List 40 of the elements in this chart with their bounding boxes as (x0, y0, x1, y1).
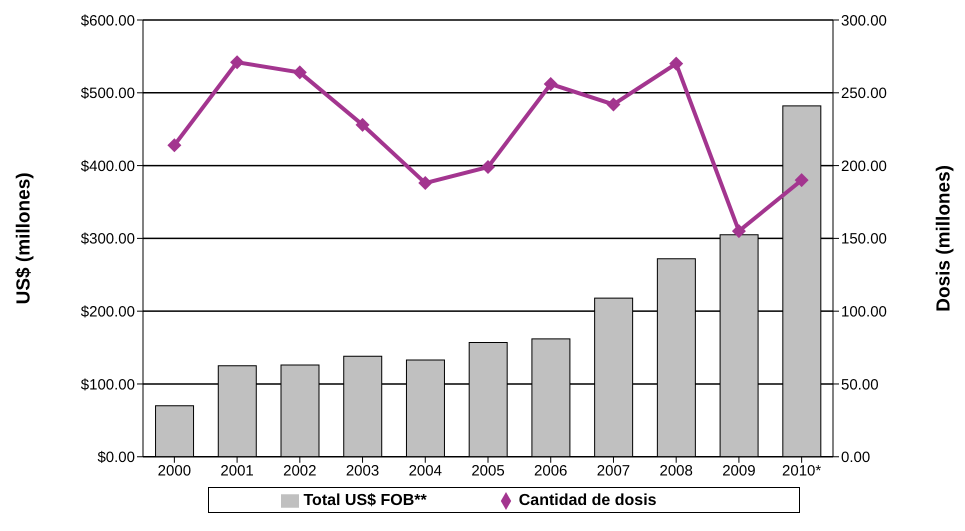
y-axis-title: US$ (millones) (14, 172, 35, 304)
y2-axis-title: Dosis (millones) (934, 165, 955, 312)
y-tick-label: $300.00 (80, 230, 135, 248)
x-tick-label: 2003 (346, 462, 380, 480)
y-tick-label: $400.00 (80, 158, 135, 175)
x-tick-label: 2004 (408, 462, 442, 480)
y2-tick-label: 100.00 (841, 304, 887, 320)
y2-tick-label: 200.00 (841, 158, 887, 175)
legend-label: Cantidad de dosis (518, 492, 657, 509)
y-tick-label: $600.00 (80, 12, 135, 30)
legend-label: Total US$ FOB** (303, 492, 427, 509)
y2-tick-label: 50.00 (841, 376, 879, 394)
point (356, 118, 370, 132)
x-tick-label: 2006 (534, 462, 568, 480)
point (669, 56, 684, 71)
x-tick-label: 2007 (596, 462, 630, 480)
point (292, 65, 307, 80)
point (167, 138, 182, 152)
point (544, 77, 558, 92)
y-tick-label: $0.00 (97, 449, 135, 466)
y-tick-label: $100.00 (80, 376, 135, 394)
y2-tick-label: 300.00 (841, 12, 887, 30)
x-tick-label: 2005 (471, 462, 505, 480)
point (732, 224, 746, 238)
point (794, 173, 809, 188)
y-tick-label: $200.00 (80, 304, 135, 320)
y2-tick-label: 0.00 (841, 449, 870, 466)
point (230, 55, 244, 70)
x-tick-label: 2009 (722, 462, 756, 480)
point (418, 176, 432, 190)
y2-tick-label: 150.00 (841, 230, 887, 248)
point (606, 97, 620, 112)
y2-tick-label: 250.00 (841, 85, 887, 102)
point (481, 160, 495, 174)
x-tick-label: 2001 (220, 462, 254, 480)
x-tick-label: 2008 (659, 462, 693, 480)
x-tick-label: 2002 (283, 462, 317, 480)
y-tick-label: $500.00 (80, 85, 135, 102)
x-tick-label: 2010* (782, 462, 822, 480)
x-tick-label: 2000 (158, 462, 192, 480)
